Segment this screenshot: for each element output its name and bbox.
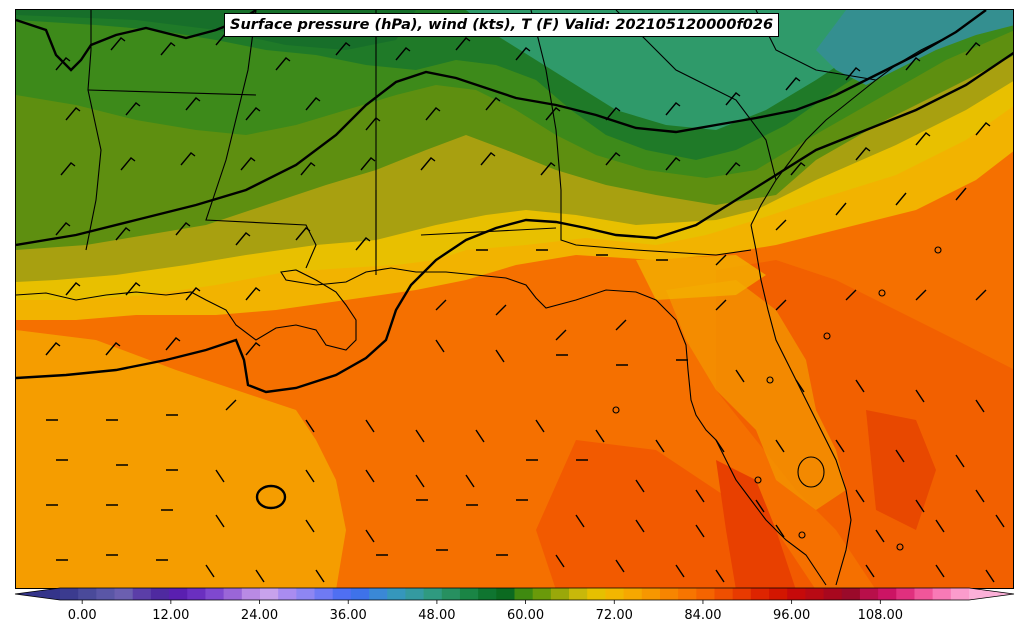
- colorbar-swatch: [387, 588, 407, 600]
- colorbar-swatch: [769, 588, 788, 600]
- colorbar-swatch: [623, 588, 643, 600]
- colorbar-swatch: [187, 588, 207, 600]
- colorbar-swatch: [132, 588, 152, 600]
- map-title: Surface pressure (hPa), wind (kts), T (F…: [224, 13, 780, 37]
- colorbar-swatch: [205, 588, 225, 600]
- coastline-state-borders: [16, 10, 942, 586]
- colorbar-swatch: [278, 588, 297, 600]
- colorbar-swatch: [223, 588, 243, 600]
- colorbar-swatch: [732, 588, 752, 600]
- colorbar-tick-label: 48.00: [418, 608, 455, 623]
- colorbar-swatch: [259, 588, 279, 600]
- wind-barb-grid: [45, 32, 1005, 583]
- colorbar-swatch: [878, 588, 897, 600]
- colorbar-tick-label: 72.00: [596, 608, 633, 623]
- colorbar-swatch: [350, 588, 370, 600]
- colorbar-swatch: [496, 588, 516, 600]
- colorbar-swatch: [932, 588, 952, 600]
- colorbar-swatch: [96, 588, 116, 600]
- colorbar-swatch: [950, 588, 970, 600]
- colorbar-swatch: [514, 588, 534, 600]
- map-panel: [15, 9, 1014, 589]
- colorbar-tick-label: 36.00: [330, 608, 367, 623]
- colorbar-swatches: [14, 587, 1015, 601]
- colorbar-ticks: 0.00 12.00 24.00 36.00 48.00 60.00 72.00 84.00 9…: [68, 600, 903, 623]
- colorbar-swatch: [78, 588, 97, 600]
- colorbar-extend-high: [969, 588, 1014, 600]
- colorbar-swatch: [714, 588, 734, 600]
- colorbar-swatch: [787, 588, 806, 600]
- colorbar-swatch: [587, 588, 606, 600]
- pressure-contours: [16, 10, 1013, 510]
- temperature-fill: [16, 10, 1013, 588]
- colorbar-swatch: [478, 588, 497, 600]
- colorbar-swatch: [696, 588, 716, 600]
- colorbar-swatch: [678, 588, 697, 600]
- colorbar-swatch: [150, 588, 170, 600]
- temperature-colorbar: 0.00 12.00 24.00 36.00 48.00 60.00 72.00 84.00 9…: [14, 587, 1015, 623]
- colorbar-tick-label: 96.00: [773, 608, 810, 623]
- colorbar-swatch: [914, 588, 934, 600]
- colorbar-swatch: [369, 588, 388, 600]
- colorbar-swatch: [405, 588, 425, 600]
- colorbar-outline: [14, 587, 1015, 601]
- colorbar-swatch: [441, 588, 461, 600]
- colorbar-tick-label: 108.00: [858, 608, 904, 623]
- colorbar-swatch: [750, 588, 770, 600]
- colorbar-swatch: [296, 588, 316, 600]
- colorbar-tick-label: 60.00: [507, 608, 544, 623]
- colorbar-swatch: [569, 588, 588, 600]
- colorbar-swatch: [805, 588, 825, 600]
- colorbar-swatch: [641, 588, 661, 600]
- colorbar-swatch: [823, 588, 843, 600]
- colorbar-tick-label: 24.00: [241, 608, 278, 623]
- colorbar-swatch: [169, 588, 188, 600]
- colorbar-swatch: [332, 588, 352, 600]
- colorbar-swatch: [314, 588, 334, 600]
- colorbar-swatch: [859, 588, 879, 600]
- colorbar-swatch: [532, 588, 552, 600]
- colorbar-swatch: [60, 588, 79, 600]
- colorbar-tick-label: 0.00: [68, 608, 97, 623]
- colorbar-extend-low: [15, 588, 60, 600]
- colorbar-tick-label: 12.00: [152, 608, 189, 623]
- colorbar-swatch: [841, 588, 861, 600]
- colorbar-swatch: [659, 588, 679, 600]
- colorbar-swatch: [459, 588, 479, 600]
- colorbar-swatch: [241, 588, 261, 600]
- colorbar-swatch: [605, 588, 625, 600]
- colorbar-swatch: [550, 588, 570, 600]
- colorbar-swatch: [114, 588, 134, 600]
- colorbar-swatch: [896, 588, 916, 600]
- weather-map: [16, 10, 1013, 588]
- colorbar-tick-label: 84.00: [684, 608, 721, 623]
- colorbar-swatch: [423, 588, 443, 600]
